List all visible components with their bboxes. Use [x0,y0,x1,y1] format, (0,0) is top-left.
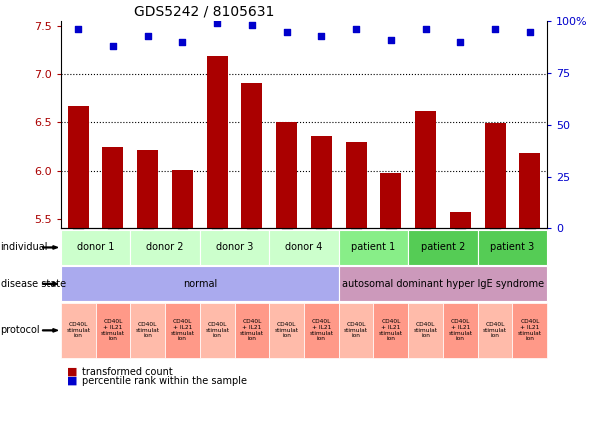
Point [212,20,222,27]
Point [108,43,118,49]
Point [421,26,430,33]
Bar [103,148,123,228]
Point [525,28,534,35]
Point [317,32,326,39]
Text: CD40L
+ IL21
stimulat
ion: CD40L + IL21 stimulat ion [518,319,542,341]
Text: normal: normal [182,279,217,289]
Text: transformed count: transformed count [82,367,173,377]
Text: CD40L
+ IL21
stimulat
ion: CD40L + IL21 stimulat ion [240,319,264,341]
Point [455,38,465,45]
Point [282,28,291,35]
Text: CD40L
+ IL21
stimulat
ion: CD40L + IL21 stimulat ion [101,319,125,341]
Point [143,32,153,39]
Point [74,26,83,33]
Text: CD40L
stimulat
ion: CD40L stimulat ion [66,322,90,338]
Point [351,26,361,33]
Text: CD40L
+ IL21
stimulat
ion: CD40L + IL21 stimulat ion [170,319,195,341]
Text: CD40L
stimulat
ion: CD40L stimulat ion [344,322,368,338]
Text: GDS5242 / 8105631: GDS5242 / 8105631 [134,5,274,19]
Bar [519,153,541,228]
Text: CD40L
stimulat
ion: CD40L stimulat ion [205,322,229,338]
Point [386,36,396,43]
Text: donor 4: donor 4 [285,242,323,253]
Text: patient 1: patient 1 [351,242,396,253]
Bar [207,56,227,228]
Bar [450,212,471,228]
Text: percentile rank within the sample: percentile rank within the sample [82,376,247,386]
Bar [67,106,89,228]
Text: disease state: disease state [1,279,66,289]
Text: patient 3: patient 3 [490,242,534,253]
Bar [241,83,262,228]
Point [178,38,187,45]
Bar [346,142,367,228]
Bar [172,170,193,228]
Text: donor 3: donor 3 [216,242,253,253]
Text: ■: ■ [67,367,77,377]
Text: ■: ■ [67,376,77,386]
Text: CD40L
+ IL21
stimulat
ion: CD40L + IL21 stimulat ion [379,319,403,341]
Text: CD40L
stimulat
ion: CD40L stimulat ion [275,322,299,338]
Text: donor 2: donor 2 [147,242,184,253]
Text: protocol: protocol [1,325,40,335]
Text: autosomal dominant hyper IgE syndrome: autosomal dominant hyper IgE syndrome [342,279,544,289]
Point [247,22,257,29]
Text: CD40L
stimulat
ion: CD40L stimulat ion [413,322,438,338]
Text: CD40L
+ IL21
stimulat
ion: CD40L + IL21 stimulat ion [448,319,472,341]
Text: CD40L
+ IL21
stimulat
ion: CD40L + IL21 stimulat ion [309,319,333,341]
Text: CD40L
stimulat
ion: CD40L stimulat ion [136,322,160,338]
Bar [311,136,332,228]
Bar [137,150,158,228]
Bar [415,111,436,228]
Point [490,26,500,33]
Bar [276,122,297,228]
Bar [381,173,401,228]
Bar [485,124,505,228]
Text: donor 1: donor 1 [77,242,114,253]
Text: individual: individual [1,242,48,253]
Text: patient 2: patient 2 [421,242,465,253]
Text: CD40L
stimulat
ion: CD40L stimulat ion [483,322,507,338]
